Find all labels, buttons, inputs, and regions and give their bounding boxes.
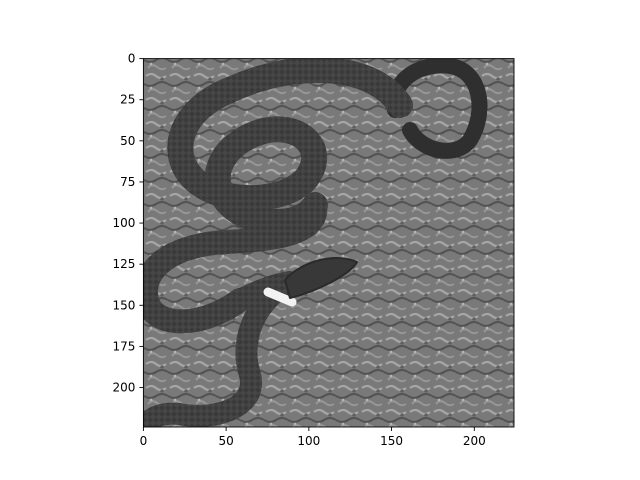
x-tick-label: 50: [218, 434, 233, 448]
snake-neck-ring: [263, 287, 297, 307]
snake-head: [284, 257, 358, 299]
x-tick-label: 150: [380, 434, 403, 448]
y-tick-label: 25: [120, 93, 135, 107]
y-tick-label: 100: [112, 216, 135, 230]
snake-tail-coil: [386, 58, 488, 159]
x-tick-label: 0: [140, 434, 148, 448]
y-tick-label: 175: [112, 339, 135, 353]
y-axis: 0 25 50 75 100 125 150 175 200: [112, 52, 144, 395]
y-tick-label: 50: [120, 134, 135, 148]
snake-lower-body: [143, 193, 328, 334]
snake-neck: [143, 271, 301, 427]
x-axis: 0 50 100 150 200: [140, 427, 486, 448]
snake-upper-loop: [167, 58, 413, 235]
y-tick-label: 150: [112, 298, 135, 312]
axes-frame: [142, 58, 515, 428]
x-tick-label: 100: [297, 434, 320, 448]
y-tick-label: 125: [112, 257, 135, 271]
snake: [143, 58, 488, 427]
y-tick-label: 200: [112, 381, 135, 395]
x-tick-label: 200: [463, 434, 486, 448]
y-tick-label: 75: [120, 175, 135, 189]
y-tick-label: 0: [128, 52, 136, 66]
image-area: [143, 58, 514, 427]
